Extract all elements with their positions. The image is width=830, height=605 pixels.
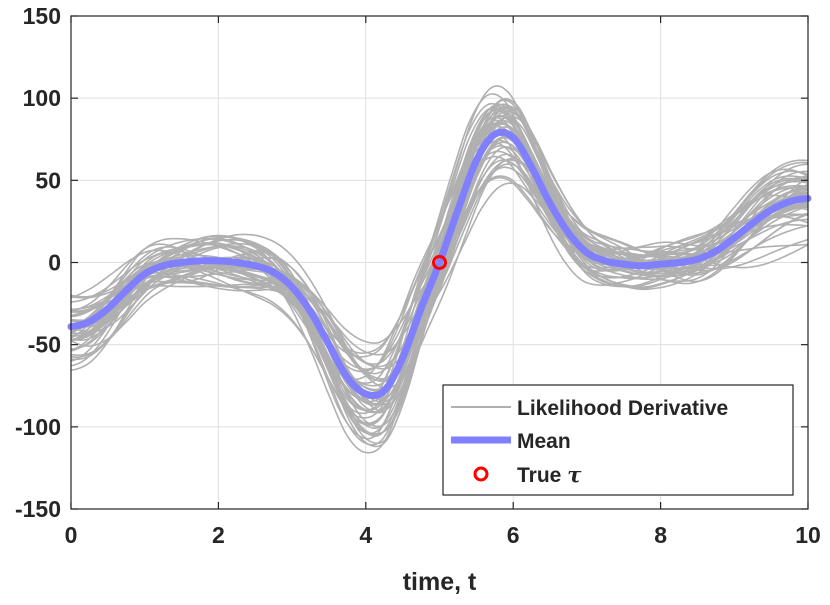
sample-curve (70, 109, 809, 419)
y-tick-label: 150 (23, 3, 61, 29)
x-tick-label: 0 (65, 522, 78, 548)
y-tick-label: 0 (48, 250, 61, 276)
legend-true-marker (473, 466, 489, 482)
x-tick-label: 8 (654, 522, 667, 548)
y-tick-label: -150 (15, 496, 61, 522)
x-tick-label: 2 (212, 522, 225, 548)
legend-sample-label: Likelihood Derivative (517, 397, 728, 420)
legend-mean-label: Mean (517, 430, 571, 453)
x-axis-title: time, t (403, 568, 477, 596)
sample-curve (70, 98, 809, 448)
legend-true-label: True τ (517, 462, 582, 487)
legend: Likelihood Derivative Mean True τ (442, 384, 794, 496)
x-tick-label: 6 (507, 522, 520, 548)
y-tick-label: -100 (15, 414, 61, 440)
axis-ticks: 0 2 4 6 8 10 -150 -100 -50 0 50 100 150 (15, 3, 821, 548)
y-tick-label: 50 (35, 167, 61, 193)
x-tick-label: 10 (795, 522, 821, 548)
true-tau-marker (432, 255, 447, 270)
y-tick-label: -50 (28, 332, 61, 358)
sample-curve (70, 146, 809, 400)
x-tick-label: 4 (359, 522, 372, 548)
mean-line (67, 128, 812, 399)
y-tick-label: 100 (23, 85, 61, 111)
sample-curve (70, 103, 809, 425)
